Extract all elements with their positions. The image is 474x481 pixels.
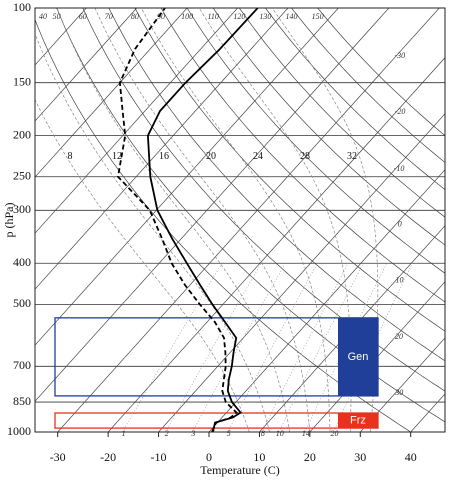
isotherm <box>158 113 445 432</box>
mixing-ratio-line <box>165 263 262 432</box>
dry-adiabat <box>35 18 411 432</box>
y-axis-title: p (hPa) <box>2 203 16 238</box>
dry-adiabat-label: 90 <box>157 12 165 21</box>
mixing-ratio-label: 1 <box>122 429 126 438</box>
x-tick-label: 20 <box>304 450 316 464</box>
moist-adiabat <box>56 8 291 432</box>
y-tick-label: 100 <box>13 0 31 14</box>
y-tick-label: 400 <box>13 255 31 269</box>
mixing-ratio-label: 10 <box>276 429 284 438</box>
dry-adiabat <box>239 8 445 218</box>
x-tick-label: 0 <box>206 450 212 464</box>
isotherm <box>35 8 390 402</box>
dry-adiabat-label: 80 <box>131 12 139 21</box>
isotherm-label: 30 <box>394 388 403 397</box>
isotherm <box>35 8 137 122</box>
isotherm <box>35 8 289 290</box>
profile-line <box>146 7 259 433</box>
dry-adiabat-label: 60 <box>79 12 87 21</box>
annotation-fill <box>338 413 378 429</box>
dry-adiabat <box>265 8 445 191</box>
annotation-fill <box>338 317 378 396</box>
y-tick-label: 150 <box>13 74 31 88</box>
y-tick-label: 500 <box>13 296 31 310</box>
moist-adiabat-label: 12 <box>112 151 122 162</box>
isotherm <box>35 8 339 346</box>
isotherm <box>107 57 445 432</box>
dry-adiabat <box>82 8 445 392</box>
mixing-ratio-label: 8 <box>261 429 265 438</box>
x-tick-label: 30 <box>354 450 366 464</box>
dry-adiabat-label: 40 <box>39 12 47 21</box>
isotherm <box>57 8 440 432</box>
dry-adiabat-label: 130 <box>259 12 271 21</box>
x-tick-label: 10 <box>253 450 265 464</box>
x-tick-label: -30 <box>50 450 66 464</box>
isotherm <box>461 8 474 432</box>
dry-adiabat-label: 110 <box>208 12 219 21</box>
mixing-ratio-line <box>122 263 223 432</box>
dry-adiabat-label: 100 <box>181 12 193 21</box>
y-tick-label: 300 <box>13 202 31 216</box>
dry-adiabat <box>160 8 445 303</box>
moist-adiabat-label: 8 <box>68 151 73 162</box>
isotherm <box>35 8 188 178</box>
mixing-ratio-label: 3 <box>190 429 195 438</box>
y-tick-label: 1000 <box>7 424 31 438</box>
dry-adiabat <box>212 8 445 246</box>
moist-adiabat-label: 28 <box>300 151 310 162</box>
isotherm-label: 10 <box>395 276 403 285</box>
dry-adiabat <box>134 8 445 332</box>
dry-adiabat-label: 140 <box>286 12 298 21</box>
isotherm <box>410 393 445 432</box>
profile-line <box>117 7 238 433</box>
y-tick-label: 700 <box>13 358 31 372</box>
isotherm-label: -30 <box>394 51 405 60</box>
moist-adiabat-label: 32 <box>347 151 357 162</box>
dry-adiabat <box>108 8 445 362</box>
x-axis-title: Temperature (C) <box>200 463 279 477</box>
mixing-ratio-label: 5 <box>227 429 231 438</box>
moist-adiabat <box>198 8 352 432</box>
isotherm <box>35 8 238 234</box>
mixing-ratio-line <box>227 263 318 432</box>
y-tick-label: 850 <box>13 394 31 408</box>
y-tick-label: 250 <box>13 168 31 182</box>
isotherm-label: 20 <box>395 332 403 341</box>
moist-adiabat-label: 24 <box>253 151 263 162</box>
isotherm-label: -10 <box>394 164 405 173</box>
dry-adiabat <box>186 8 445 274</box>
mixing-ratio-label: 2 <box>165 429 169 438</box>
mixing-ratio-label: 20 <box>330 429 338 438</box>
dry-adiabat-label: 70 <box>105 12 113 21</box>
x-tick-label: 40 <box>405 450 417 464</box>
moist-adiabat <box>94 8 311 432</box>
dry-adiabat <box>56 8 445 423</box>
mixing-ratio-line <box>192 263 286 432</box>
background-lines <box>35 8 474 432</box>
dry-adiabat-label: 50 <box>53 12 61 21</box>
moist-adiabat-label: 20 <box>206 151 216 162</box>
isotherm-label: -20 <box>395 107 406 116</box>
isotherm <box>259 225 445 432</box>
moist-adiabat <box>35 32 270 432</box>
moist-adiabat-label: 16 <box>159 151 169 162</box>
isotherm <box>309 281 445 432</box>
plot-frame <box>34 7 446 433</box>
dry-adiabat-label: 150 <box>312 12 324 21</box>
y-tick-label: 200 <box>13 127 31 141</box>
moist-adiabat <box>35 98 250 432</box>
x-tick-label: -10 <box>151 450 167 464</box>
annotation-label: Gen <box>348 351 369 363</box>
isotherm <box>360 337 445 432</box>
annotation-label: Frz <box>350 414 366 426</box>
x-tick-label: -20 <box>100 450 116 464</box>
moist-adiabat <box>140 8 331 432</box>
isotherm-label: 0 <box>398 219 402 228</box>
dry-adiabat-label: 120 <box>233 12 245 21</box>
mixing-ratio-label: 14 <box>302 429 310 438</box>
